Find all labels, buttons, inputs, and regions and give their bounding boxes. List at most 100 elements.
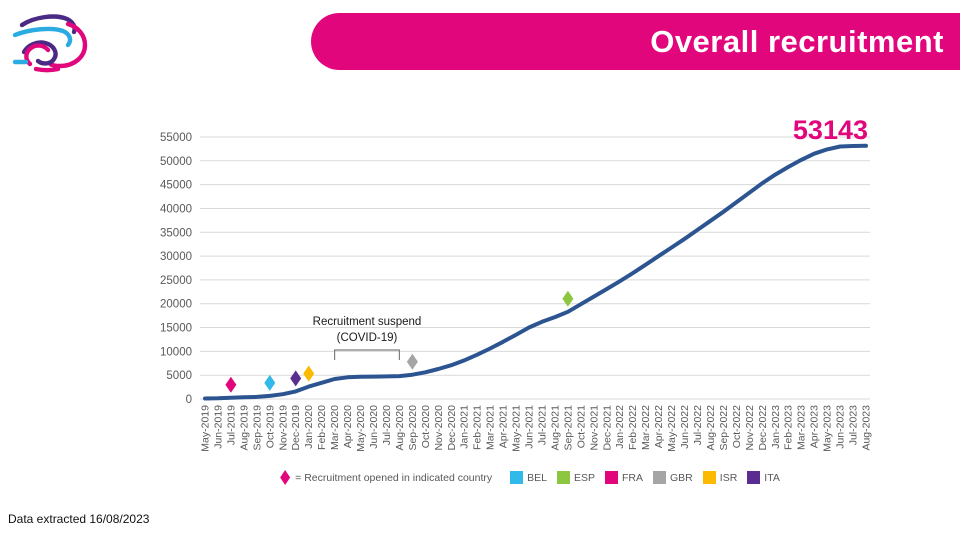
x-axis-label: Sep-2022 — [718, 405, 730, 451]
x-axis-label: Jun-2023 — [835, 405, 847, 449]
x-axis-label: Jan-2022 — [614, 405, 626, 449]
annotation-bracket — [334, 349, 400, 360]
x-axis-label: Jun-2020 — [368, 405, 380, 449]
legend-label: ISR — [719, 471, 738, 484]
x-axis-label: Oct-2020 — [420, 405, 432, 448]
x-axis-label: Feb-2021 — [472, 405, 484, 450]
x-axis-label: Mar-2022 — [640, 405, 652, 450]
y-axis-label: 0 — [186, 394, 192, 406]
legend-swatch-ITA — [747, 471, 761, 484]
logo-arc-cyan — [12, 26, 73, 48]
y-axis-label: 55000 — [160, 132, 192, 144]
logo-arc-pink-outer — [48, 21, 88, 69]
data-extracted-note: Data extracted 16/08/2023 — [8, 512, 150, 526]
country-marker-GBR — [406, 353, 418, 370]
y-axis-label: 5000 — [166, 370, 192, 382]
y-axis-label: 20000 — [160, 299, 192, 311]
x-axis-label: Nov-2019 — [277, 405, 289, 451]
x-axis-label: Dec-2019 — [290, 405, 302, 451]
x-axis-label: May-2023 — [822, 405, 834, 452]
legend-swatch-GBR — [653, 471, 667, 484]
x-axis-label: Oct-2021 — [575, 405, 587, 448]
y-axis-label: 15000 — [160, 323, 192, 335]
legend-label: ITA — [764, 471, 780, 484]
legend-swatch-FRA — [605, 471, 619, 484]
x-axis-label: Sep-2020 — [407, 405, 419, 451]
x-axis-label: Jan-2023 — [770, 405, 782, 449]
x-axis-label: Jul-2022 — [692, 405, 704, 445]
x-axis-label: Jan-2020 — [303, 405, 315, 449]
x-axis-label: Mar-2020 — [329, 405, 341, 450]
annotation-line2: (COVID-19) — [337, 332, 398, 344]
x-axis-label: Jun-2021 — [524, 405, 536, 449]
logo-arc-pink-loop — [24, 43, 51, 67]
x-axis-label: May-2020 — [355, 405, 367, 452]
y-axis-label: 30000 — [160, 251, 192, 263]
x-axis-label: Jul-2020 — [381, 405, 393, 445]
x-axis-label: Feb-2023 — [783, 405, 795, 450]
x-axis-label: Mar-2021 — [485, 405, 497, 450]
x-axis-label: Jul-2023 — [848, 405, 860, 445]
legend-entry-FRA: FRA — [605, 471, 643, 484]
legend-label: ESP — [574, 471, 596, 484]
legend-swatch-BEL — [510, 471, 524, 484]
y-axis-labels: 0 5000 10000 15000 20000 25000 30000 35000 40000… — [160, 132, 192, 406]
x-axis-label: Dec-2021 — [601, 405, 613, 451]
annotation-line1: Recruitment suspend — [313, 316, 422, 328]
legend-marker-note: = Recruitment opened in indicated countr… — [280, 470, 492, 485]
legend-label: BEL — [527, 471, 547, 484]
country-marker-ITA — [290, 370, 302, 387]
x-axis-label: Apr-2023 — [809, 405, 821, 448]
legend-label: GBR — [670, 471, 693, 484]
x-axis-label: Apr-2022 — [653, 405, 665, 448]
x-axis-labels: May-2019 Jun-2019 Jul-2019 Aug-2019 Sep-2019… — [200, 405, 873, 452]
brand-logo-icon — [12, 14, 88, 73]
title-banner: Overall recruitment — [311, 13, 960, 70]
x-axis-label: Oct-2022 — [731, 405, 743, 448]
country-marker-ESP — [562, 290, 574, 307]
legend-entry-ITA: ITA — [747, 471, 780, 484]
x-axis-label: Jun-2022 — [679, 405, 691, 449]
country-marker-BEL — [264, 374, 276, 391]
x-axis-label: Apr-2021 — [498, 405, 510, 448]
y-axis-label: 40000 — [160, 204, 192, 216]
x-axis-label: Sep-2021 — [562, 405, 574, 451]
x-axis-label: Apr-2020 — [342, 405, 354, 448]
y-axis-label: 25000 — [160, 275, 192, 287]
page-title: Overall recruitment — [650, 23, 944, 59]
y-axis-label: 10000 — [160, 346, 192, 358]
x-axis-label: Nov-2022 — [744, 405, 756, 451]
legend-label: FRA — [622, 471, 644, 484]
x-axis-label: May-2021 — [511, 405, 523, 452]
x-axis-label: Feb-2020 — [316, 405, 328, 450]
legend-entry-BEL: BEL — [510, 471, 547, 484]
x-axis-label: Aug-2021 — [549, 405, 561, 451]
y-axis-label: 35000 — [160, 227, 192, 239]
x-axis-label: Jun-2019 — [213, 405, 225, 449]
legend-entry-ISR: ISR — [702, 471, 738, 484]
legend-entry-ESP: ESP — [557, 471, 595, 484]
chart-legend: = Recruitment opened in indicated countr… — [230, 470, 830, 485]
country-marker-ISR — [303, 365, 315, 382]
logo-arc-purple-hook — [21, 40, 58, 66]
x-axis-label: Jul-2019 — [225, 405, 237, 445]
legend-entry-GBR: GBR — [653, 471, 693, 484]
x-axis-label: Oct-2019 — [264, 405, 276, 448]
x-axis-label: Feb-2022 — [627, 405, 639, 450]
x-axis-label: Mar-2023 — [796, 405, 808, 450]
x-axis-label: May-2022 — [666, 405, 678, 452]
legend-entries: BEL ESP FRA GBR ISR ITA — [510, 471, 780, 484]
x-axis-label: Nov-2020 — [433, 405, 445, 451]
x-axis-label: Jan-2021 — [459, 405, 471, 449]
end-value-label: 53143 — [793, 115, 868, 145]
x-axis-label: Aug-2022 — [705, 405, 717, 451]
legend-swatch-ISR — [702, 471, 716, 484]
legend-marker-label: = Recruitment opened in indicated countr… — [295, 471, 493, 484]
y-axis-label: 50000 — [160, 156, 192, 168]
trend-line — [203, 143, 868, 401]
x-axis-label: Aug-2020 — [394, 405, 406, 451]
x-axis-label: Dec-2020 — [446, 405, 458, 451]
country-marker-FRA — [225, 376, 237, 393]
x-axis-label: Sep-2019 — [251, 405, 263, 451]
x-axis-label: Jul-2021 — [537, 405, 549, 445]
